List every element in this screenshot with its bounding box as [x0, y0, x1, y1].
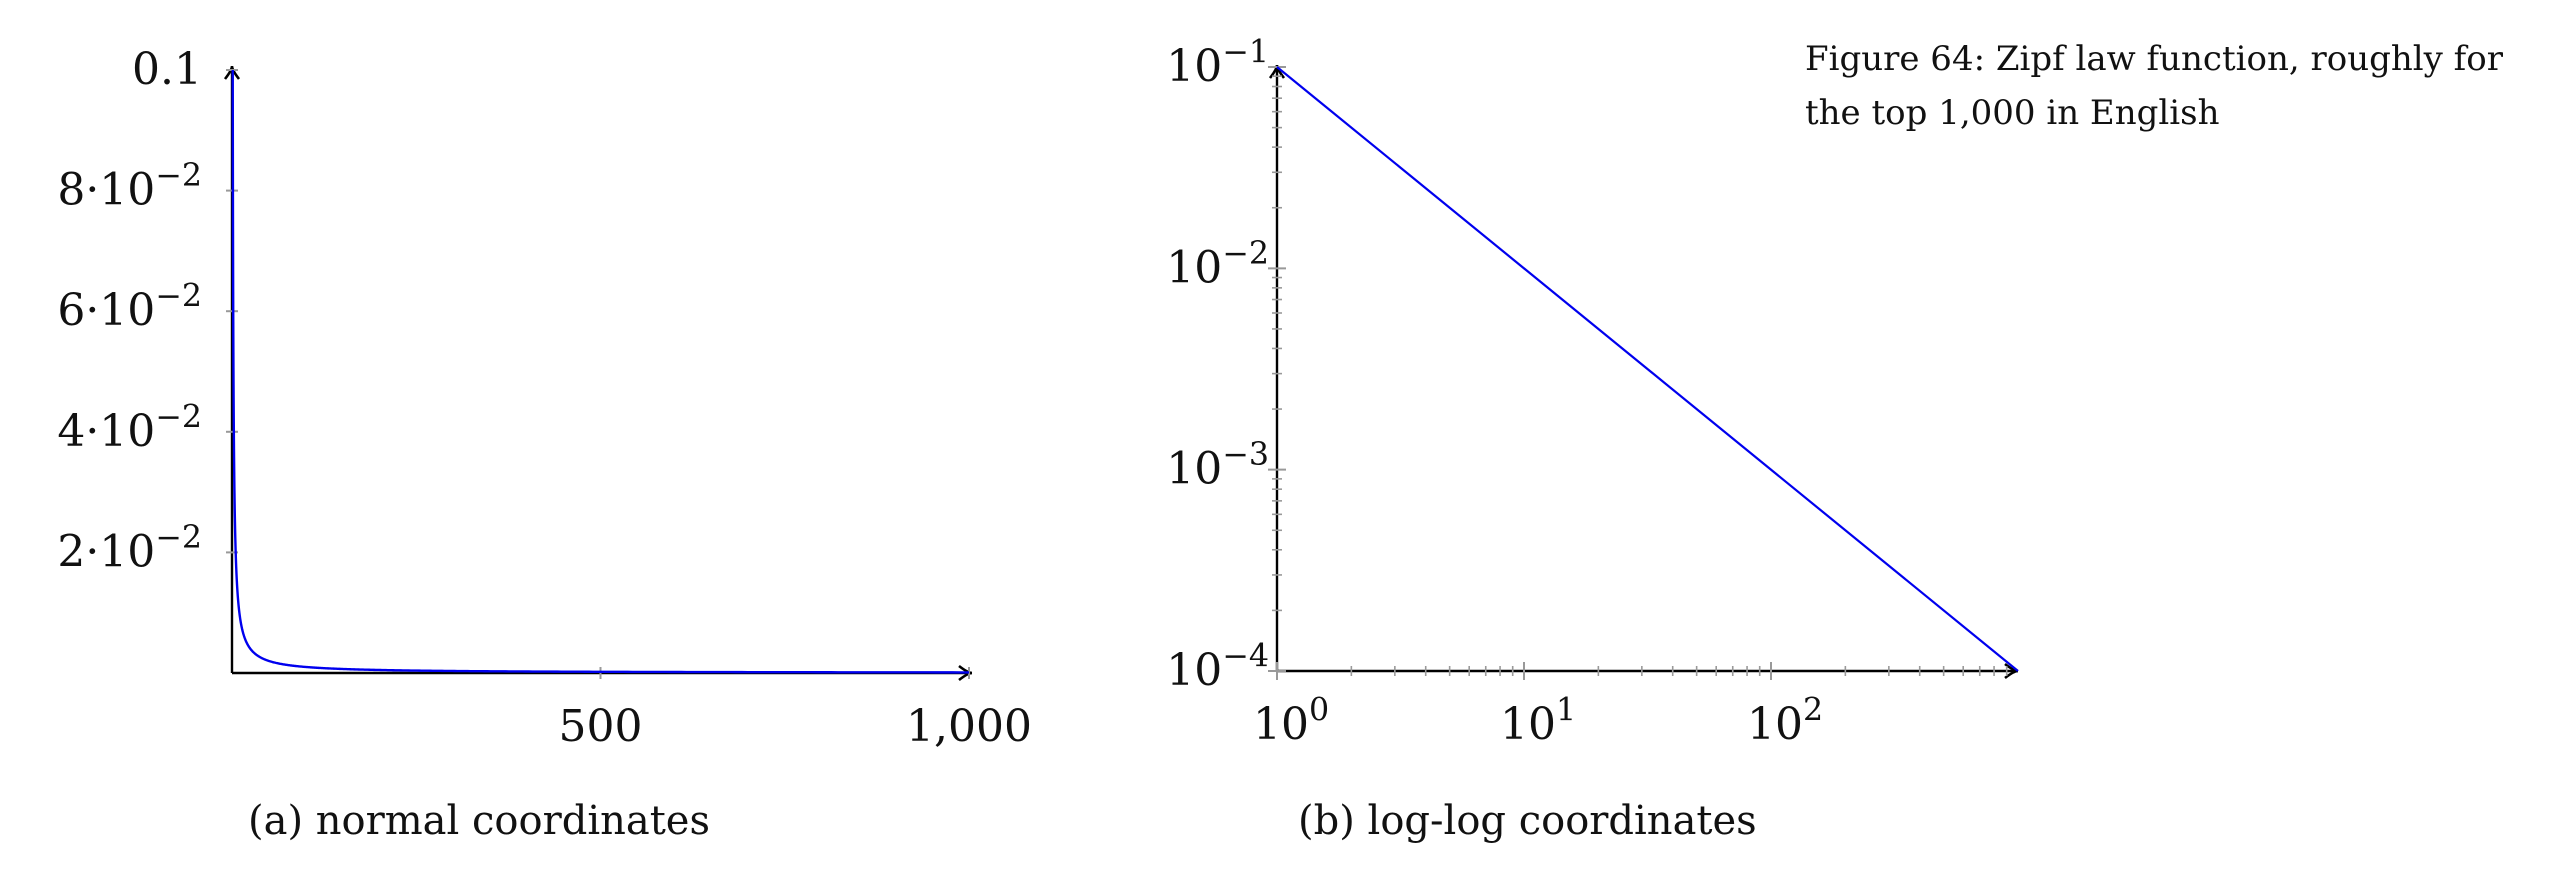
chart-normal-coordinates: 2·10−2 4·10−2 6·10−2 8·10−2 0.1 500 1,000 [57, 44, 1032, 752]
y-tick-label: 4·10−2 [57, 399, 202, 456]
x-tick-label: 100 [1253, 693, 1329, 750]
y-tick-label: 10−1 [1166, 35, 1269, 92]
series-line-zipf [231, 69, 970, 674]
figure-caption: Figure 64: Zipf law function, roughly fo… [1805, 39, 2503, 133]
x-tick-label: 500 [559, 701, 643, 752]
series-line-zipf [1276, 66, 2019, 672]
x-tick-label: 1,000 [906, 701, 1032, 752]
y-tick-label: 10−2 [1166, 236, 1269, 293]
y-tick-label: 2·10−2 [57, 520, 202, 577]
y-tick-label: 8·10−2 [57, 158, 202, 215]
chart-log-log-coordinates: 100 101 102 10−4 10−3 10−2 10−1 [1166, 35, 2019, 750]
x-tick-label: 102 [1747, 693, 1823, 750]
y-tick-label: 0.1 [132, 44, 202, 95]
y-tick-label: 10−3 [1166, 437, 1269, 494]
subcaption-normal: (a) normal coordinates [248, 798, 710, 844]
y-axis-arrow [1268, 64, 1286, 79]
subcaption-loglog: (b) log-log coordinates [1298, 798, 1757, 844]
x-axis-arrow [958, 664, 973, 682]
y-axis-arrow [223, 65, 241, 80]
y-tick-label: 6·10−2 [57, 279, 202, 336]
y-tick-label: 10−4 [1166, 639, 1269, 696]
x-tick-label: 101 [1500, 693, 1576, 750]
